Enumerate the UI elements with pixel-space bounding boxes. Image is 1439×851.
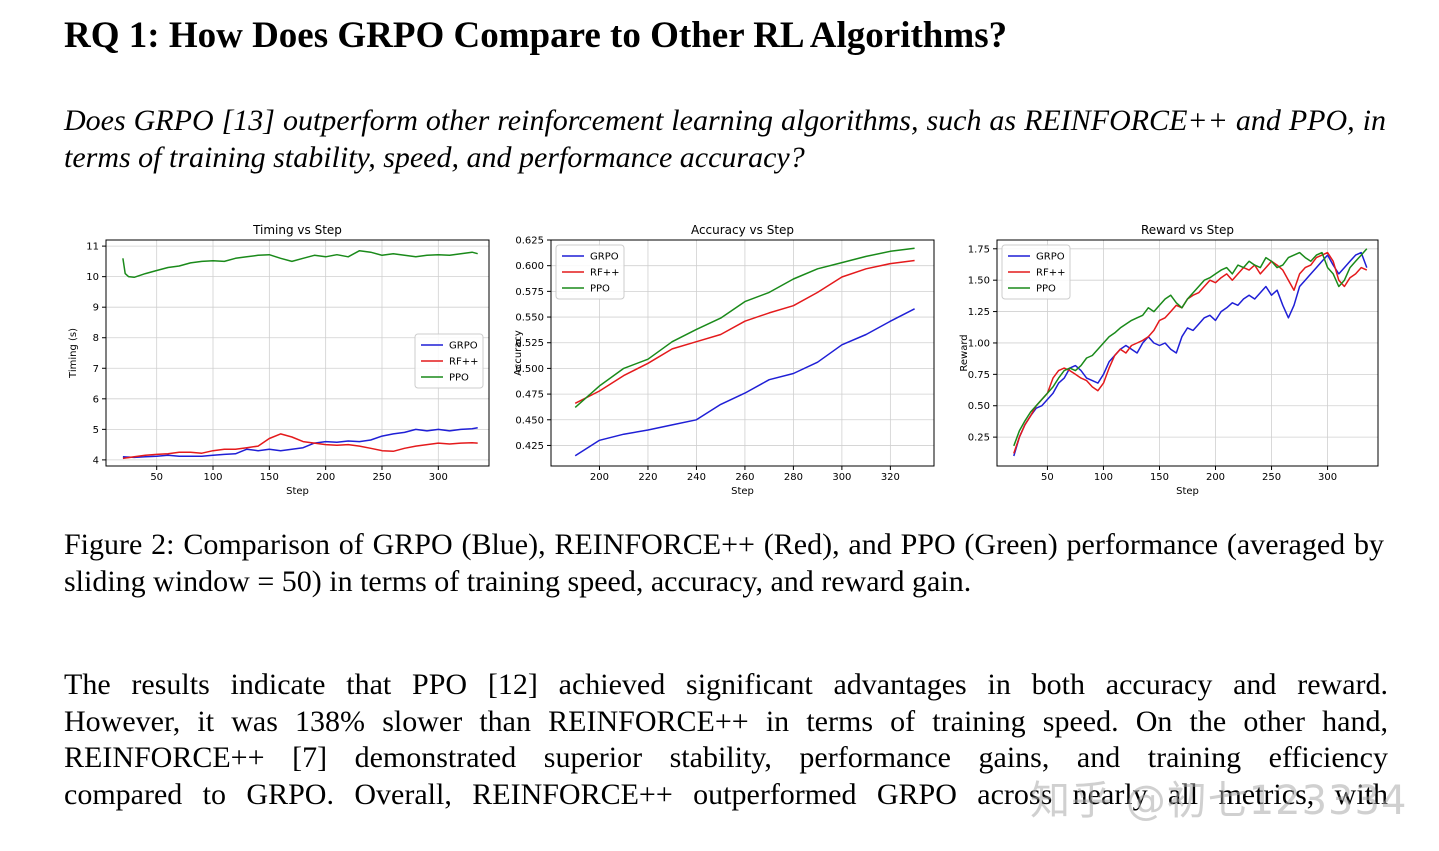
- series-line-grpo: [574, 308, 915, 457]
- section-heading: RQ 1: How Does GRPO Compare to Other RL …: [64, 15, 1008, 56]
- y-tick-label: 0.625: [515, 236, 544, 247]
- x-tick-label: 220: [638, 472, 657, 483]
- x-tick-label: 150: [260, 472, 279, 483]
- y-tick-label: 0.575: [515, 287, 544, 298]
- legend: GRPO RF++ PPO: [414, 333, 484, 389]
- figure-2: 50 100 150 200 250 300 4 5 6 7 8 9 10 11 Timing vs Ste…: [58, 218, 1388, 508]
- series-line-rfpp: [1013, 251, 1368, 454]
- watermark: 知乎 @初七123334: [1030, 778, 1408, 824]
- legend-label: PPO: [449, 373, 469, 384]
- y-tick-label: 0.25: [968, 433, 990, 444]
- y-tick-label: 9: [93, 303, 99, 314]
- y-tick-label: 0.425: [515, 441, 544, 452]
- x-tick-label: 250: [1262, 472, 1281, 483]
- legend: GRPO RF++ PPO: [1001, 244, 1071, 300]
- x-tick-label: 300: [832, 472, 851, 483]
- series-line-rfpp: [574, 259, 915, 404]
- figure-caption: Figure 2: Comparison of GRPO (Blue), REI…: [64, 528, 1384, 598]
- plot-frame: [996, 239, 1379, 467]
- y-axis-label: Timing (s): [68, 328, 79, 379]
- chart-1: 50 100 150 200 250 300 4 5 6 7 8 9 10 11 Timing vs Ste…: [68, 223, 490, 497]
- x-tick-label: 100: [1094, 472, 1113, 483]
- paragraph-line: The results indicate that PPO [12] achie…: [64, 668, 1388, 701]
- legend-label: PPO: [590, 284, 610, 295]
- series-line-ppo: [1013, 248, 1368, 447]
- y-tick-label: 7: [93, 364, 99, 375]
- plot-frame: [550, 239, 935, 467]
- y-tick-label: 0.75: [968, 370, 990, 381]
- y-axis-label: Accuracy: [513, 330, 524, 376]
- legend-box: [555, 244, 625, 300]
- paragraph-line: REINFORCE++ [7] demonstrated superior st…: [64, 741, 1388, 774]
- chart-3: 50 100 150 200 250 300 0.25 0.50 0.75 1.00 1.25 1.5…: [959, 223, 1379, 497]
- chart-title: Accuracy vs Step: [691, 223, 794, 237]
- paragraph-line: However, it was 138% slower than REINFOR…: [64, 704, 1388, 738]
- legend-box: [1001, 244, 1071, 300]
- y-tick-label: 0.50: [968, 401, 990, 412]
- y-tick-label: 0.550: [515, 313, 544, 324]
- legend-label: RF++: [590, 268, 619, 279]
- x-tick-label: 240: [687, 472, 706, 483]
- x-tick-label: 200: [316, 472, 335, 483]
- y-tick-label: 1.75: [968, 244, 990, 255]
- x-tick-label: 250: [372, 472, 391, 483]
- legend: GRPO RF++ PPO: [555, 244, 625, 300]
- results-paragraph: The results indicate that PPO [12] achie…: [64, 667, 1388, 813]
- x-tick-label: 50: [1041, 472, 1054, 483]
- chart-title: Reward vs Step: [1141, 223, 1234, 237]
- legend-box: [414, 333, 484, 389]
- y-tick-label: 5: [93, 425, 99, 436]
- legend-label: RF++: [449, 357, 478, 368]
- y-tick-label: 6: [93, 394, 99, 405]
- paragraph-line: compared to GRPO. Overall, REINFORCE++ o…: [64, 777, 1388, 811]
- research-question: Does GRPO [13] outperform other reinforc…: [64, 104, 1386, 174]
- y-tick-label: 0.500: [515, 364, 544, 375]
- x-tick-label: 300: [429, 472, 448, 483]
- legend-label: GRPO: [1036, 252, 1065, 263]
- legend-label: GRPO: [449, 341, 478, 352]
- y-tick-label: 11: [86, 242, 99, 253]
- y-tick-label: 1.50: [968, 276, 990, 287]
- y-tick-label: 10: [86, 272, 99, 283]
- figure-2-charts: 50 100 150 200 250 300 4 5 6 7 8 9 10 11 Timing vs Ste…: [68, 223, 1379, 497]
- x-tick-label: 280: [784, 472, 803, 483]
- y-tick-label: 0.475: [515, 390, 544, 401]
- x-tick-label: 100: [203, 472, 222, 483]
- legend-label: PPO: [1036, 284, 1056, 295]
- x-axis-label: Step: [286, 486, 309, 497]
- y-tick-label: 0.450: [515, 415, 544, 426]
- x-tick-label: 200: [1206, 472, 1225, 483]
- series-line-ppo: [122, 249, 478, 279]
- y-axis-label: Reward: [959, 334, 970, 371]
- series-line-rfpp: [122, 433, 478, 460]
- y-tick-label: 8: [93, 333, 99, 344]
- x-axis-label: Step: [731, 486, 754, 497]
- x-tick-label: 50: [150, 472, 163, 483]
- chart-2: 200 220 240 260 280 300 320 0.425 0.450 0.475 0.50…: [513, 223, 935, 497]
- legend-label: RF++: [1036, 268, 1065, 279]
- x-tick-label: 320: [881, 472, 900, 483]
- y-tick-label: 0.600: [515, 261, 544, 272]
- legend-label: GRPO: [590, 252, 619, 263]
- y-tick-label: 0.525: [515, 338, 544, 349]
- x-tick-label: 150: [1150, 472, 1169, 483]
- y-tick-label: 4: [93, 455, 99, 466]
- plot-frame: [105, 239, 490, 467]
- x-axis-label: Step: [1176, 486, 1199, 497]
- chart-title: Timing vs Step: [252, 223, 342, 237]
- y-tick-label: 1.00: [968, 338, 990, 349]
- x-tick-label: 260: [735, 472, 754, 483]
- x-tick-label: 300: [1318, 472, 1337, 483]
- series-line-grpo: [1013, 251, 1368, 457]
- series-line-grpo: [122, 427, 478, 459]
- x-tick-label: 200: [590, 472, 609, 483]
- y-tick-label: 1.25: [968, 307, 990, 318]
- series-line-ppo: [574, 247, 915, 408]
